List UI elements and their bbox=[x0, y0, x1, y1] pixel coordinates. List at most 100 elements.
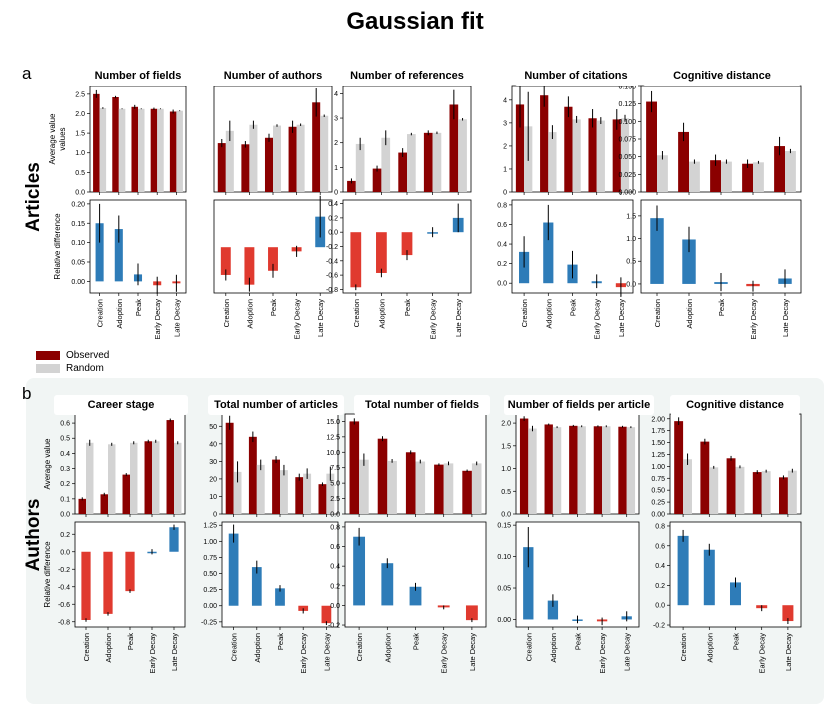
y-tick-label: -0.2 bbox=[653, 623, 665, 630]
bar-random bbox=[548, 132, 557, 192]
bar-random bbox=[602, 426, 611, 514]
plot-area bbox=[669, 521, 802, 628]
y-tick-label: 0.0 bbox=[626, 281, 636, 288]
x-tick-label: Creation bbox=[352, 299, 361, 327]
bar-observed bbox=[347, 180, 356, 192]
bar-observed bbox=[144, 441, 152, 514]
x-tick-label: Early Decay bbox=[153, 299, 162, 340]
bar-random bbox=[152, 441, 160, 514]
bar-observed bbox=[78, 498, 86, 514]
y-tick-label: 1.00 bbox=[651, 464, 665, 471]
y-tick-label: 0.0 bbox=[501, 512, 511, 519]
bar-negative bbox=[103, 551, 113, 614]
chart-a-references-avg: 0 1 2 3 4 bbox=[334, 85, 472, 197]
bar-random bbox=[432, 132, 442, 192]
y-axis-label: Average value bbox=[48, 113, 57, 165]
y-tick-label: 0.2 bbox=[330, 583, 340, 590]
chart-b-articles-rel: -0.25 0.00 0.25 0.50 0.75 1.00 1.25 Creation Ado… bbox=[201, 521, 339, 674]
bar-observed bbox=[288, 126, 297, 192]
chart-b-articles-avg: 0 10 20 30 40 50 bbox=[209, 413, 339, 519]
y-tick-label: 0.1 bbox=[60, 496, 70, 503]
x-tick-label: Late Decay bbox=[316, 299, 325, 337]
chart-title: Number of fields bbox=[86, 66, 190, 86]
bar-random bbox=[249, 124, 258, 192]
bar-positive bbox=[409, 586, 422, 606]
bar-observed bbox=[372, 168, 382, 192]
bar-random bbox=[407, 134, 416, 192]
y-tick-label: 0.50 bbox=[203, 571, 217, 578]
y-tick-label: 0.5 bbox=[626, 259, 636, 266]
y-tick-label: 2.00 bbox=[651, 416, 665, 423]
chart-a-authors-avg bbox=[213, 85, 333, 195]
x-tick-label: Late Decay bbox=[781, 299, 790, 337]
bar-random bbox=[458, 119, 467, 192]
bar-random bbox=[443, 463, 454, 514]
bar-random bbox=[735, 466, 745, 514]
y-tick-label: 0.0 bbox=[60, 512, 70, 519]
bar-observed bbox=[225, 422, 234, 514]
bar-observed bbox=[150, 108, 158, 192]
bar-random bbox=[785, 151, 796, 192]
y-tick-label: 0.2 bbox=[60, 481, 70, 488]
bar-positive bbox=[353, 536, 366, 606]
y-tick-label: 0.4 bbox=[60, 451, 70, 458]
y-tick-label: 50 bbox=[209, 424, 217, 431]
y-tick-label: 20 bbox=[209, 476, 217, 483]
y-tick-label: -0.8 bbox=[58, 619, 70, 626]
y-tick-label: 2.5 bbox=[330, 496, 340, 503]
y-axis-label: Relative difference bbox=[53, 213, 62, 280]
bar-random bbox=[118, 108, 126, 192]
x-tick-label: Adoption bbox=[549, 633, 558, 663]
x-tick-label: Early Decay bbox=[293, 299, 302, 340]
y-tick-label: 1.5 bbox=[626, 213, 636, 220]
x-tick-label: Creation bbox=[679, 633, 688, 661]
y-tick-label: 0.4 bbox=[497, 242, 507, 249]
y-tick-label: 0.2 bbox=[60, 532, 70, 539]
plot-area bbox=[344, 521, 487, 628]
x-tick-label: Late Decay bbox=[172, 299, 181, 337]
bar-random bbox=[157, 108, 164, 192]
x-tick-label: Early Decay bbox=[299, 633, 308, 674]
bar-random bbox=[596, 120, 605, 192]
bar-observed bbox=[564, 106, 573, 192]
y-tick-label: 1.5 bbox=[501, 443, 511, 450]
x-tick-label: Early Decay bbox=[749, 299, 758, 340]
chart-b-fields-rel: -0.2 0.0 0.2 0.4 0.6 0.8 Creation Adoption Peak E… bbox=[328, 521, 487, 673]
y-tick-label: 3 bbox=[334, 116, 338, 123]
x-tick-label: Peak bbox=[574, 633, 583, 650]
bar-random bbox=[572, 119, 581, 192]
x-tick-label: Peak bbox=[569, 299, 578, 316]
y-tick-label: 0.6 bbox=[60, 421, 70, 428]
y-tick-label: 0.0 bbox=[497, 281, 507, 288]
x-tick-label: Creation bbox=[230, 633, 239, 661]
x-tick-label: Adoption bbox=[104, 633, 113, 663]
y-tick-label: 1.00 bbox=[203, 539, 217, 546]
y-tick-label: 0.0 bbox=[330, 603, 340, 610]
y-tick-label: 1.5 bbox=[75, 131, 85, 138]
legend-item-random: Random bbox=[36, 362, 109, 375]
y-tick-label: 0.0 bbox=[60, 549, 70, 556]
bar-random bbox=[326, 473, 335, 514]
chart-a-references-rel: -0.8 -0.6 -0.4 -0.2 0.0 0.2 0.4 Creation Adoptio… bbox=[326, 199, 472, 339]
bar-positive bbox=[114, 229, 123, 282]
x-tick-label: Late Decay bbox=[623, 633, 632, 671]
y-tick-label: 0.050 bbox=[618, 154, 636, 161]
x-tick-label: Peak bbox=[412, 633, 421, 650]
bar-negative bbox=[782, 605, 794, 622]
bar-random bbox=[683, 459, 693, 514]
bar-random bbox=[130, 442, 138, 514]
x-tick-label: Early Decay bbox=[758, 633, 767, 674]
chart-a-fields-rel: 0.00 0.05 0.10 0.15 0.20 Creation Adoption Peak… bbox=[53, 199, 187, 340]
y-tick-label: 0.8 bbox=[655, 523, 665, 530]
bar-negative bbox=[220, 247, 231, 275]
bar-positive bbox=[95, 223, 104, 282]
y-tick-label: 40 bbox=[209, 441, 217, 448]
y-tick-label: 0.0 bbox=[655, 603, 665, 610]
y-tick-label: 2.0 bbox=[501, 421, 511, 428]
panel-label-a: a bbox=[22, 64, 32, 83]
y-tick-label: -0.2 bbox=[326, 244, 338, 251]
bar-observed bbox=[519, 418, 529, 514]
bar-random bbox=[387, 460, 397, 514]
chart-a-cogdist-rel: 0.0 0.5 1.0 1.5 Creation Adoption Peak Early De… bbox=[626, 199, 802, 340]
bar-positive bbox=[251, 567, 262, 606]
